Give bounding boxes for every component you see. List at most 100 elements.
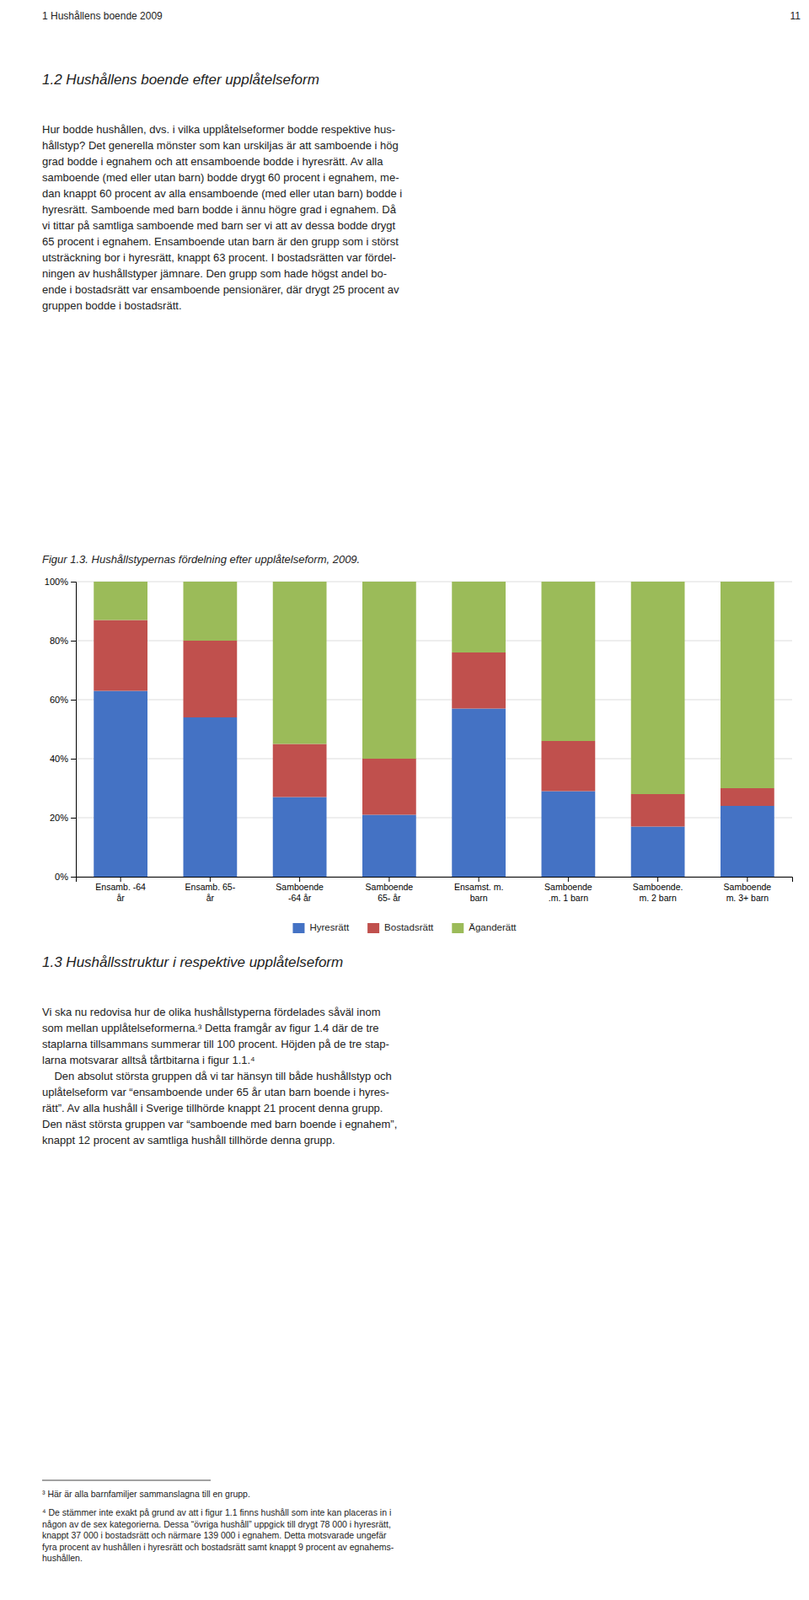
y-tick: 100% <box>44 576 76 587</box>
legend-label: Hyresrätt <box>309 921 349 933</box>
bar-segment <box>93 620 148 692</box>
bar-segment <box>183 717 238 877</box>
y-tick-label: 0% <box>54 871 69 882</box>
x-tick-label-line: Samboende <box>365 881 414 892</box>
x-tick-label-line: barn <box>470 892 488 903</box>
x-tick-label-line: år <box>116 892 125 903</box>
y-axis-line <box>70 582 77 878</box>
body-text-line: grad bodde i egnahem och att ensamboende… <box>42 155 384 168</box>
page: 1 Hushållens boende 2009 11 1.2 Hushållens… <box>0 0 809 1600</box>
x-tick-label-line: år <box>206 892 215 903</box>
legend-label: Äganderätt <box>468 921 517 933</box>
legend-swatch <box>292 922 305 933</box>
grid <box>75 581 793 877</box>
legend-item: Hyresrätt <box>292 921 349 933</box>
legend-swatch <box>451 922 464 933</box>
legend-label: Bostadsrätt <box>384 921 434 933</box>
body-text-line: samboende (med eller utan barn) bodde dr… <box>42 171 399 184</box>
x-tick-label: Samboendem. 3+ barn <box>723 881 772 903</box>
y-tick-mark <box>70 876 76 878</box>
y-tick: 0% <box>54 871 76 882</box>
bar-segment <box>362 758 417 815</box>
x-tick: Samboende.m. 1 barn <box>544 876 593 903</box>
x-tick-mark <box>209 876 211 882</box>
bar-segment <box>362 814 417 878</box>
y-tick-label: 60% <box>49 694 69 705</box>
bar-segment <box>93 691 148 878</box>
x-tick-label: Samboende65- år <box>365 881 414 903</box>
header-right-line: 11 <box>790 10 802 22</box>
x-tick-label-line: Ensamst. m. <box>454 881 504 892</box>
x-tick-mark <box>299 876 301 882</box>
footnote-line: ³ Här är alla barnfamiljer sammanslagna … <box>42 1488 251 1499</box>
footnote: ³ Här är alla barnfamiljer sammanslagna … <box>42 1488 251 1499</box>
bar-segment <box>451 652 506 709</box>
x-tick: Ensamst. m.barn <box>454 876 504 903</box>
section-heading: 1.3 Hushållsstruktur i respektive upplåt… <box>42 953 343 970</box>
bar-segment <box>451 581 506 653</box>
legend: Hyresrätt Bostadsrätt Äganderätt <box>292 921 517 933</box>
x-tick-label-line: Samboende <box>275 881 324 892</box>
x-tick-label: Ensamst. m.barn <box>454 881 504 903</box>
x-tick-mark <box>567 876 569 882</box>
bar-segment <box>720 787 775 806</box>
body-text-line: gruppen bodde i bostadsrätt. <box>42 299 183 312</box>
chart-title-line: Figur 1.3. Hushållstypernas fördelning e… <box>42 552 360 566</box>
x-tick-label-line: Ensamb. 65- <box>185 881 236 892</box>
chart-title: Figur 1.3. Hushållstypernas fördelning e… <box>42 552 360 566</box>
body-text-line: hyresrätt. Samboende med barn bodde i än… <box>42 203 397 216</box>
body-text-line: Den näst största gruppen var “samboende … <box>42 1117 397 1131</box>
bar-segment <box>273 744 327 798</box>
body-text-line: Den absolut största gruppen då vi tar hä… <box>42 1069 392 1083</box>
bar-segment <box>273 797 327 878</box>
body-text: Hur bodde hushållen, dvs. i vilka upplåt… <box>42 123 402 312</box>
x-tick: Samboende-64 år <box>275 876 324 903</box>
body-text-line: vi tittar på samtliga samboende med barn… <box>42 219 396 232</box>
body-text-line: larna motsvarar alltså tårtbitarna i fig… <box>42 1053 256 1067</box>
body-text-line: rätt”. Av alla hushåll i Sverige tillhör… <box>42 1101 383 1115</box>
bar-segment <box>183 640 238 718</box>
section-heading: 1.2 Hushållens boende efter upplåtelsefo… <box>42 71 320 88</box>
y-tick-label: 20% <box>49 812 69 823</box>
x-tick-label-line: Ensamb. -64 <box>95 881 146 892</box>
bar-segment <box>631 826 686 878</box>
header-right: 11 <box>790 10 802 22</box>
x-tick-label-line: m. 2 barn <box>638 892 677 903</box>
x-tick-label-line: .m. 1 barn <box>548 892 589 903</box>
legend-item: Äganderätt <box>451 921 517 933</box>
legend-item: Bostadsrätt <box>367 921 434 933</box>
y-tick-label: 80% <box>49 635 69 646</box>
bar-segment <box>541 740 596 792</box>
y-tick-mark <box>70 817 76 819</box>
bar-segment <box>541 791 596 878</box>
footnote-separator <box>42 1479 211 1481</box>
y-tick-mark <box>70 640 76 642</box>
y-tick-mark <box>70 581 76 583</box>
x-tick-mark <box>120 876 122 882</box>
footnote-line: ⁴ De stämmer inte exakt på grund av att … <box>42 1506 392 1517</box>
bars <box>93 581 775 877</box>
body-text: Vi ska nu redovisa hur de olika hushålls… <box>42 1005 397 1147</box>
x-tick-label-line: 65- år <box>377 892 402 903</box>
x-tick-label: Samboende-64 år <box>275 881 324 903</box>
footnote-line: fyra procent av hushållen i hyresrätt oc… <box>42 1541 395 1552</box>
y-axis: 0% 20% 40% 60% 80% 100% <box>44 576 77 882</box>
x-tick-label: Ensamb. -64år <box>95 881 146 903</box>
legend-swatch <box>367 922 380 933</box>
bar-segment <box>273 581 327 745</box>
body-text-line: 65 procent i egnahem. Ensamboende utan b… <box>42 235 399 248</box>
bar-segment <box>93 581 148 621</box>
x-axis-line <box>76 877 793 883</box>
x-tick-mark <box>746 876 748 882</box>
body-text-line: dan knappt 60 procent av alla ensamboend… <box>42 187 402 200</box>
section-heading-line: 1.2 Hushållens boende efter upplåtelsefo… <box>42 71 320 88</box>
body-text-line: ningen av hushållstyper jämnare. Den gru… <box>42 267 387 280</box>
y-tick: 40% <box>49 753 76 764</box>
body-text-line: ende i bostadsrätt var ensamboende pensi… <box>42 283 400 296</box>
body-text-line: hållstyp? Det generella mönster som kan … <box>42 139 399 152</box>
body-text-line: utsträckning bor i hyresrätt, knappt 63 … <box>42 251 397 264</box>
y-tick-label: 100% <box>44 576 69 587</box>
x-tick-label-line: Samboende <box>723 881 772 892</box>
x-tick-label: Ensamb. 65-år <box>185 881 236 903</box>
header-left-line: 1 Hushållens boende 2009 <box>42 10 163 22</box>
